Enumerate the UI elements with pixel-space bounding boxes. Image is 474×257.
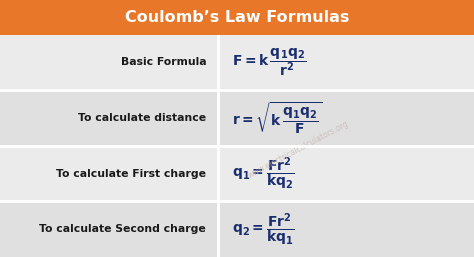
Bar (0, 201, 474, 257)
Text: To calculate distance: To calculate distance (78, 113, 206, 123)
Text: Coulomb’s Law Formulas: Coulomb’s Law Formulas (125, 10, 349, 25)
Text: www.electricalcalculators.org: www.electricalcalculators.org (246, 118, 351, 180)
Bar (0, 0, 474, 35)
Text: $\mathbf{q_1 = \dfrac{Fr^2}{kq_2}}$: $\mathbf{q_1 = \dfrac{Fr^2}{kq_2}}$ (232, 155, 295, 192)
Text: To calculate First charge: To calculate First charge (56, 169, 206, 179)
Text: $\mathbf{r = \sqrt{k\,\dfrac{q_1 q_2}{F}}}$: $\mathbf{r = \sqrt{k\,\dfrac{q_1 q_2}{F}… (232, 100, 322, 136)
Text: To calculate Second charge: To calculate Second charge (39, 224, 206, 234)
Bar (0, 90, 474, 146)
Text: $\mathbf{F = k\,\dfrac{q_1 q_2}{r^2}}$: $\mathbf{F = k\,\dfrac{q_1 q_2}{r^2}}$ (232, 47, 307, 78)
Text: $\mathbf{q_2 = \dfrac{Fr^2}{kq_1}}$: $\mathbf{q_2 = \dfrac{Fr^2}{kq_1}}$ (232, 211, 295, 248)
Text: Basic Formula: Basic Formula (120, 58, 206, 68)
Bar (0, 35, 474, 90)
Bar (0, 146, 474, 201)
